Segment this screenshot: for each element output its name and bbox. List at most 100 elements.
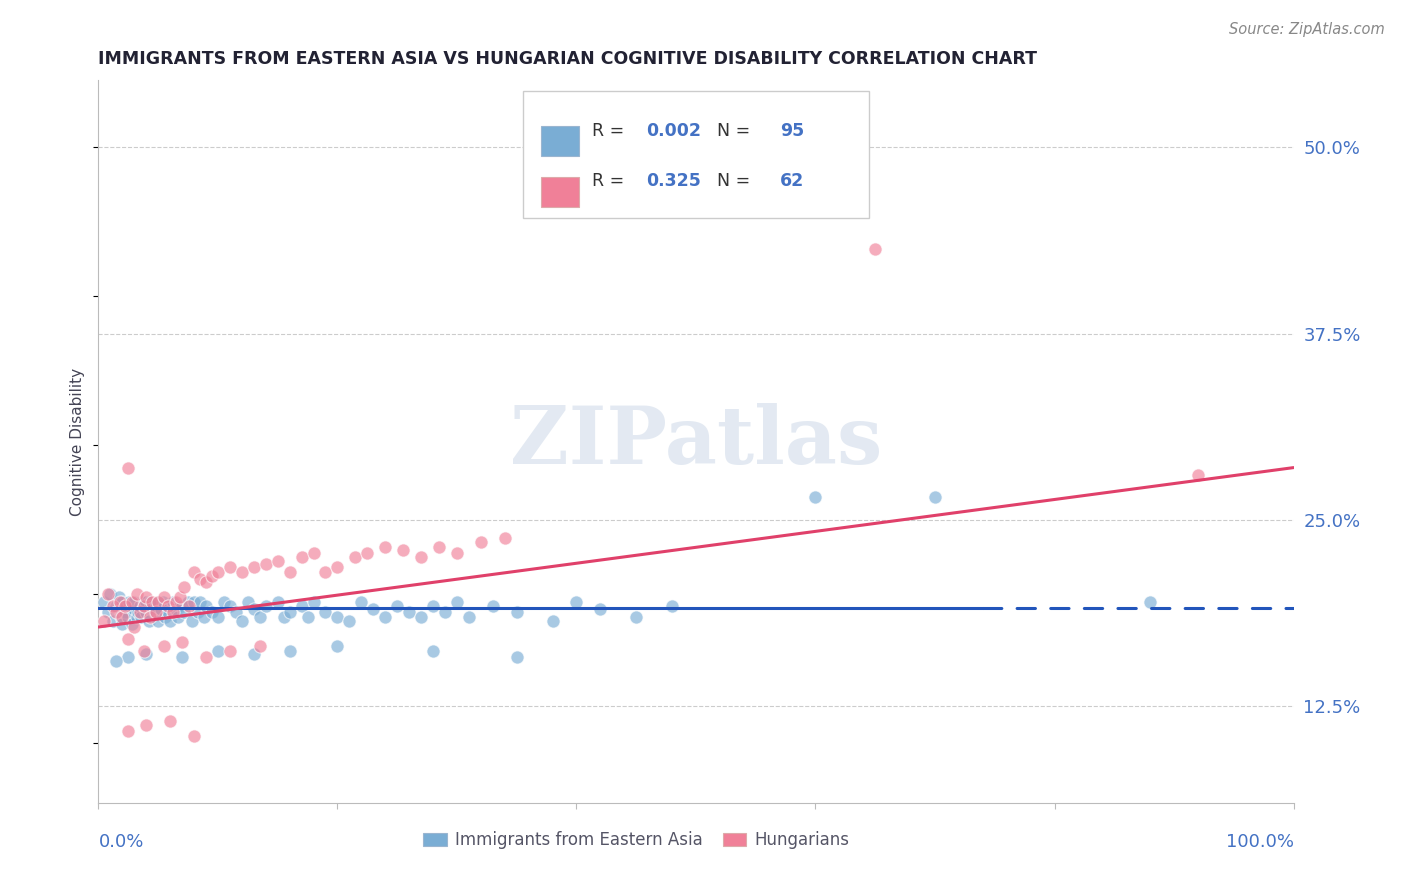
Point bbox=[141, 599, 163, 614]
Point bbox=[135, 605, 157, 619]
Point bbox=[243, 560, 266, 574]
Point bbox=[193, 609, 215, 624]
Point bbox=[177, 595, 200, 609]
Point bbox=[101, 599, 124, 614]
Y-axis label: Cognitive Disability: Cognitive Disability bbox=[70, 368, 86, 516]
Point bbox=[291, 599, 314, 614]
Point bbox=[125, 609, 148, 624]
Point bbox=[243, 647, 266, 661]
Point bbox=[291, 549, 314, 564]
Point bbox=[195, 599, 218, 614]
Point bbox=[135, 647, 157, 661]
Point bbox=[225, 605, 247, 619]
Point bbox=[117, 649, 139, 664]
Point bbox=[278, 644, 301, 658]
Point bbox=[254, 599, 277, 614]
Point bbox=[97, 605, 120, 619]
Point bbox=[470, 535, 492, 549]
Point bbox=[302, 595, 325, 609]
Point bbox=[111, 595, 134, 609]
FancyBboxPatch shape bbox=[541, 177, 579, 207]
Point bbox=[183, 565, 205, 579]
Point bbox=[392, 542, 415, 557]
Point bbox=[219, 644, 242, 658]
Point bbox=[117, 460, 139, 475]
Point bbox=[541, 614, 564, 628]
Point bbox=[117, 609, 139, 624]
Point bbox=[167, 609, 190, 624]
Point bbox=[1139, 595, 1161, 609]
Point bbox=[661, 599, 683, 614]
Point bbox=[152, 595, 174, 609]
Point bbox=[165, 595, 187, 609]
Point bbox=[1187, 468, 1209, 483]
Text: N =: N = bbox=[706, 122, 755, 140]
Point bbox=[267, 554, 290, 568]
Point bbox=[458, 609, 481, 624]
Point bbox=[153, 640, 176, 654]
Point bbox=[180, 614, 202, 628]
Point bbox=[172, 635, 194, 649]
Point bbox=[249, 609, 271, 624]
Point bbox=[114, 605, 136, 619]
Point bbox=[110, 609, 132, 624]
Point bbox=[117, 632, 139, 646]
Point bbox=[129, 599, 152, 614]
Point bbox=[188, 572, 211, 586]
Point bbox=[93, 614, 115, 628]
Point bbox=[121, 595, 143, 609]
Text: 0.0%: 0.0% bbox=[98, 833, 143, 851]
Point bbox=[114, 599, 136, 614]
Point bbox=[93, 595, 115, 609]
Point bbox=[422, 599, 444, 614]
Point bbox=[201, 605, 224, 619]
Point bbox=[207, 644, 229, 658]
Point bbox=[374, 609, 396, 624]
Point bbox=[131, 609, 153, 624]
Text: Source: ZipAtlas.com: Source: ZipAtlas.com bbox=[1229, 22, 1385, 37]
Point bbox=[494, 531, 516, 545]
Point bbox=[172, 599, 194, 614]
Point bbox=[162, 605, 184, 619]
Point bbox=[427, 540, 450, 554]
Point bbox=[148, 614, 170, 628]
Point bbox=[446, 595, 468, 609]
Point bbox=[179, 599, 201, 614]
Point bbox=[188, 595, 211, 609]
Point bbox=[315, 565, 337, 579]
Point bbox=[162, 595, 184, 609]
Point bbox=[481, 599, 505, 614]
Text: 0.325: 0.325 bbox=[645, 172, 700, 190]
Point bbox=[249, 640, 271, 654]
Point bbox=[195, 575, 218, 590]
Point bbox=[183, 729, 205, 743]
Point bbox=[138, 614, 160, 628]
Text: R =: R = bbox=[592, 172, 630, 190]
Legend: Immigrants from Eastern Asia, Hungarians: Immigrants from Eastern Asia, Hungarians bbox=[416, 824, 856, 856]
Point bbox=[156, 605, 179, 619]
Point bbox=[231, 565, 253, 579]
Text: 95: 95 bbox=[779, 122, 804, 140]
Point bbox=[124, 620, 146, 634]
Point bbox=[173, 580, 195, 594]
Point bbox=[111, 609, 134, 624]
Point bbox=[411, 549, 433, 564]
Point bbox=[267, 595, 290, 609]
Point bbox=[344, 549, 367, 564]
Point bbox=[127, 605, 149, 619]
Point bbox=[125, 587, 148, 601]
Point bbox=[356, 545, 378, 559]
Point bbox=[565, 595, 588, 609]
Point bbox=[172, 649, 194, 664]
Point bbox=[124, 602, 146, 616]
Point bbox=[207, 565, 229, 579]
Point bbox=[187, 605, 209, 619]
Point bbox=[195, 649, 218, 664]
Text: 0.002: 0.002 bbox=[645, 122, 700, 140]
Text: 100.0%: 100.0% bbox=[1226, 833, 1294, 851]
Point bbox=[135, 718, 157, 732]
Point bbox=[153, 591, 176, 605]
Point bbox=[121, 617, 143, 632]
Point bbox=[219, 599, 242, 614]
FancyBboxPatch shape bbox=[523, 91, 869, 218]
